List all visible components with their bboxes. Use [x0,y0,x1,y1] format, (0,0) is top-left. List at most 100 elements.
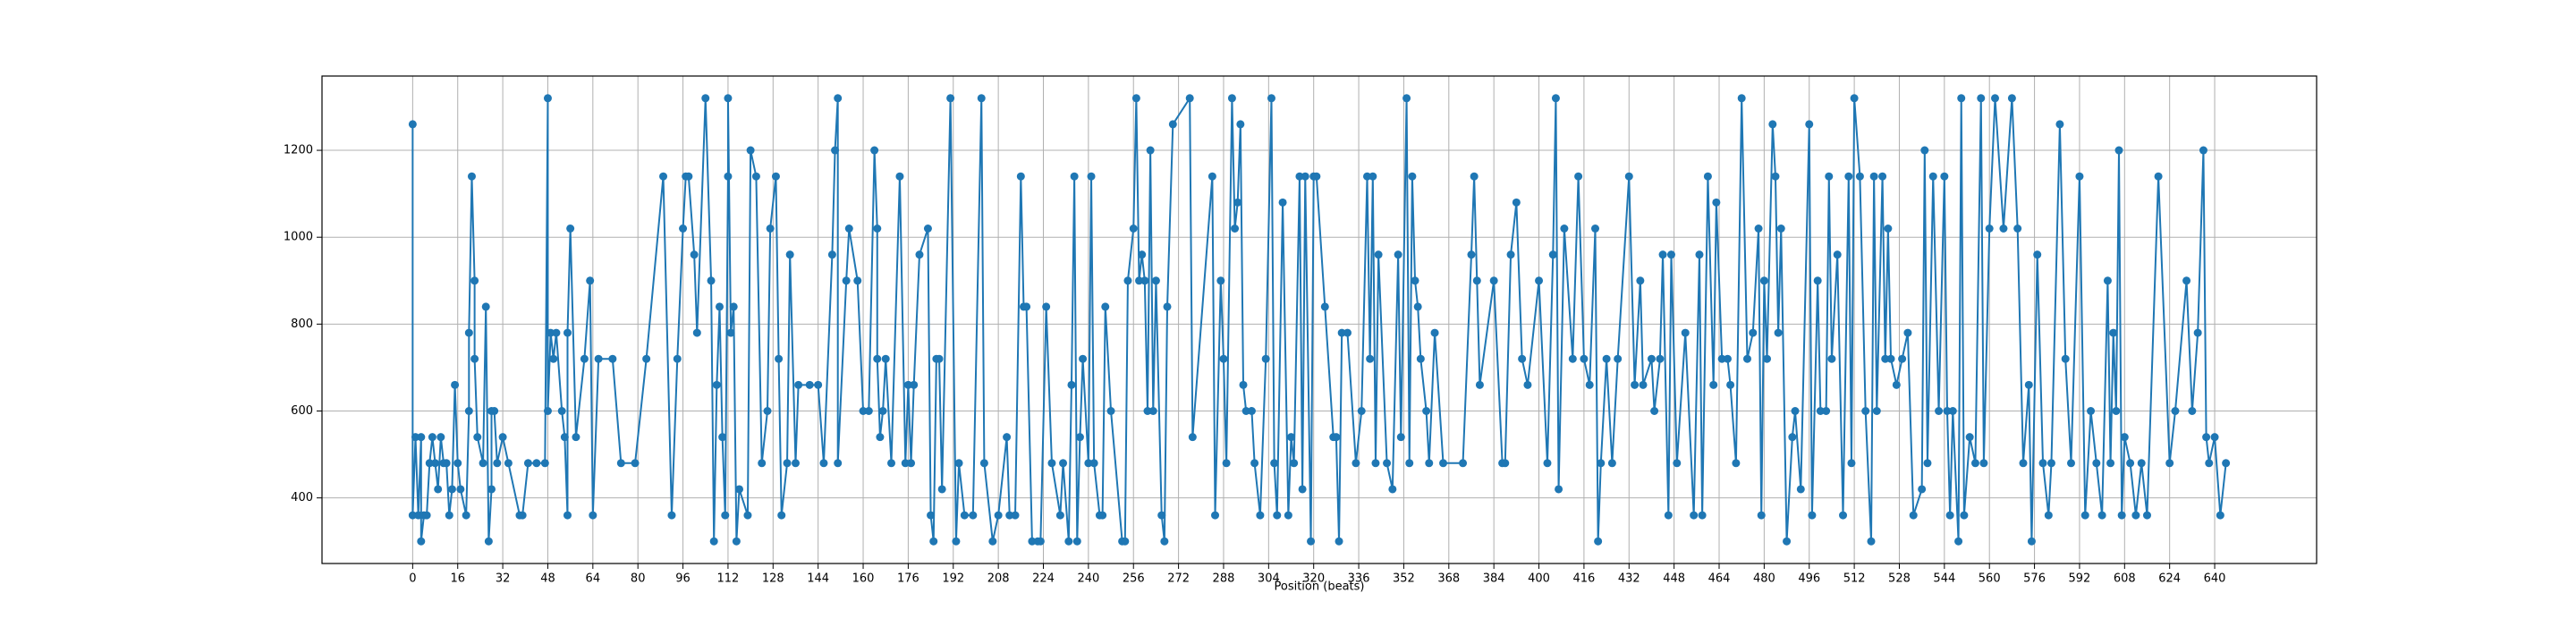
data-point [1791,407,1800,416]
data-point [462,511,470,520]
x-tick-label: 160 [852,572,875,586]
data-point [1470,172,1479,181]
data-point [1138,250,1147,259]
data-point [1422,407,1431,416]
data-point [2109,328,2118,337]
x-tick-label: 208 [987,572,1010,586]
data-point [758,459,767,468]
data-point [1690,511,1699,520]
x-tick-label: 176 [897,572,919,586]
data-point [2117,511,2126,520]
data-point [707,276,716,285]
data-point [1357,407,1366,416]
data-point [873,354,882,363]
data-point [1639,380,1648,389]
data-point [1970,459,1979,468]
data-point [876,433,885,442]
data-point [2188,407,2197,416]
data-point [1855,172,1864,181]
data-point [2013,224,2022,233]
data-point [853,276,862,285]
data-point [1022,302,1031,311]
x-tick-label: 480 [1753,572,1775,586]
data-point [927,511,936,520]
data-point [881,354,890,363]
data-point [1098,511,1107,520]
data-point [1459,459,1468,468]
data-point [1945,511,1954,520]
data-point [1827,354,1836,363]
x-tick-label: 560 [1979,572,2001,586]
data-point [814,380,823,389]
data-point [1416,354,1425,363]
data-point [692,328,701,337]
data-point [701,94,710,103]
data-point [1394,250,1402,259]
data-point [766,224,775,233]
x-tick-label: 496 [1798,572,1820,586]
data-point [1717,354,1726,363]
data-point [1726,380,1735,389]
data-point [1850,94,1859,103]
data-point [2027,537,2036,546]
data-point [642,354,651,363]
data-point [2205,459,2214,468]
data-point [408,120,417,129]
data-point [827,250,836,259]
y-tick-label: 1200 [284,144,313,157]
data-point [878,407,887,416]
data-point [1920,146,1929,155]
data-point [1036,537,1045,546]
data-point [1160,537,1169,546]
axes-frame [321,75,2318,564]
data-point [870,146,879,155]
data-point [2087,407,2096,416]
data-point [1131,94,1140,103]
data-point [2182,276,2191,285]
data-point [673,354,682,363]
data-point [2038,459,2047,468]
data-point [572,433,580,442]
x-tick-label: 592 [2069,572,2091,586]
data-point [616,459,625,468]
data-point [2055,120,2064,129]
data-point [1256,511,1265,520]
data-point [1709,380,1718,389]
data-point [414,511,423,520]
data-point [1231,224,1240,233]
data-point [425,459,434,468]
data-point [715,302,724,311]
x-tick-label: 144 [807,572,829,586]
data-point [1425,459,1434,468]
x-tick-label: 624 [2158,572,2181,586]
data-point [1005,511,1014,520]
data-point [1363,172,1372,181]
data-point [724,94,733,103]
data-point [467,172,476,181]
data-point [2019,459,2028,468]
data-point [1079,354,1088,363]
data-point [1168,120,1177,129]
data-point [2046,459,2055,468]
data-point [417,537,426,546]
data-point [1332,433,1341,442]
data-point [1185,94,1194,103]
y-tick-label: 1000 [284,231,313,244]
data-point [1123,276,1132,285]
data-point [1991,94,2000,103]
data-point [484,537,493,546]
data-point [1580,354,1589,363]
data-point [1383,459,1392,468]
data-point [1805,120,1814,129]
data-point [1475,380,1484,389]
data-point [1227,94,1236,103]
data-point [1948,407,1957,416]
data-point [453,459,462,468]
data-point [1923,459,1932,468]
data-point [589,511,597,520]
data-point [1140,276,1149,285]
x-tick-label: 128 [762,572,784,586]
data-point [1290,459,1299,468]
data-point [1872,407,1881,416]
data-point [937,485,946,494]
